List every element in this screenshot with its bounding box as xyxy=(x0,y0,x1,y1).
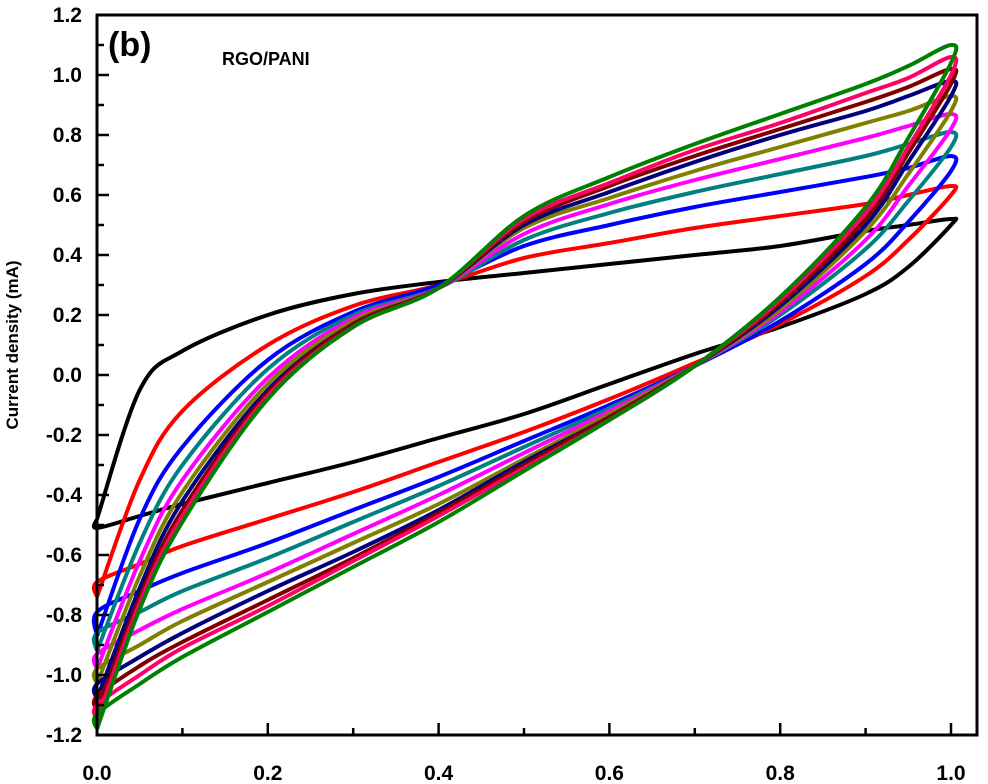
y-tick-label: 1.2 xyxy=(53,4,82,27)
y-tick-label: 0.4 xyxy=(53,244,83,267)
x-tick-label: 0.2 xyxy=(253,762,282,784)
y-tick-label: 0.8 xyxy=(53,124,83,147)
y-tick-label: -1.0 xyxy=(46,664,82,687)
cv-curve-2 xyxy=(91,184,959,598)
cv-curve-3 xyxy=(91,154,959,637)
x-tick-label: 0.0 xyxy=(82,762,111,784)
x-tick-label: 1.0 xyxy=(936,762,965,784)
x-tick-label: 0.4 xyxy=(424,762,454,784)
y-tick-label: -0.2 xyxy=(46,424,82,447)
cv-curve-10 xyxy=(91,42,959,730)
y-tick-label: -1.2 xyxy=(46,724,82,747)
x-axis: 0.0 0.2 0.4 0.6 0.8 1.0 xyxy=(82,723,966,784)
y-axis-title: Current density (mA) xyxy=(3,260,22,429)
panel-label: (b) xyxy=(108,26,151,64)
cv-curve-4 xyxy=(91,130,959,652)
sample-label: RGO/PANI xyxy=(222,49,310,69)
x-tick-label: 0.8 xyxy=(766,762,796,784)
y-tick-label: 1.0 xyxy=(53,64,82,87)
y-tick-label: -0.4 xyxy=(46,484,83,507)
y-tick-label: -0.8 xyxy=(46,604,83,627)
y-tick-label: 0.2 xyxy=(53,304,82,327)
cv-curve-1 xyxy=(91,216,959,530)
cv-curve-7 xyxy=(91,79,959,700)
cv-curve-5 xyxy=(91,112,959,670)
y-tick-label: 0.6 xyxy=(53,184,82,207)
cv-curve-8 xyxy=(91,66,959,712)
x-tick-label: 0.6 xyxy=(595,762,624,784)
y-tick-label: 0.0 xyxy=(53,364,82,387)
y-axis: -1.2 -1.0 -0.8 -0.6 -0.4 -0.2 0.0 0.2 0.4 0.6 0.8 1… xyxy=(46,4,109,747)
cv-curves xyxy=(91,42,959,730)
cv-curve-6 xyxy=(91,94,959,685)
y-tick-label: -0.6 xyxy=(46,544,82,567)
